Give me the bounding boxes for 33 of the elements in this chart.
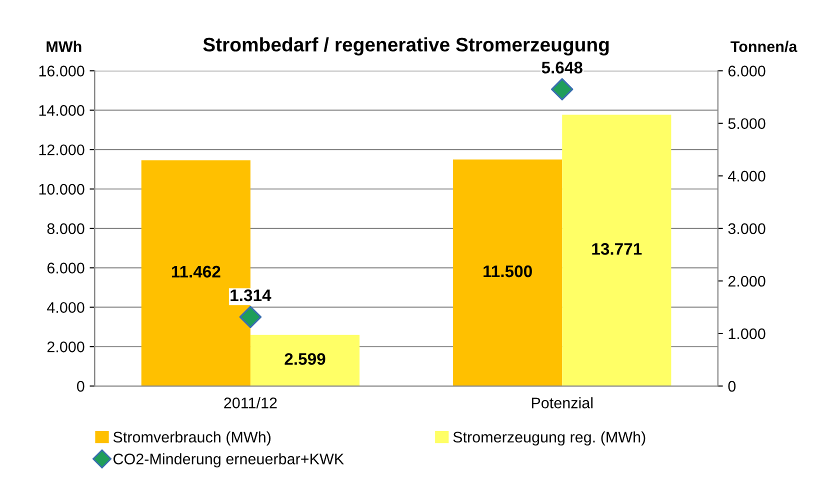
- y2-tick-label: 3.000: [728, 223, 766, 234]
- y-tick-label: 6.000: [47, 262, 84, 274]
- bar: [562, 114, 672, 386]
- data-label: 11.462: [172, 266, 220, 278]
- data-label: 13.771: [592, 243, 642, 255]
- y2-tick-label: 2.000: [728, 276, 766, 287]
- y2-tick-label: 5.000: [728, 118, 766, 130]
- y-tick-label: 8.000: [47, 223, 84, 234]
- y-tick-label: 14.000: [39, 105, 84, 116]
- chart-title: Strombedarf / regenerative Stromerzeugung: [203, 37, 609, 56]
- y-axis-title: MWh: [46, 40, 82, 52]
- y2-tick-label: 4.000: [728, 170, 766, 182]
- legend-label: Stromverbrauch (MWh): [113, 431, 271, 446]
- data-label: 1.314: [230, 289, 272, 302]
- y-tick-label: 16.000: [39, 66, 84, 76]
- y2-tick-label: 0: [728, 380, 736, 392]
- y2-tick-label: 6.000: [728, 66, 766, 76]
- data-label: 5.648: [542, 62, 582, 74]
- y-tick-label: 10.000: [39, 184, 84, 195]
- legend-label: Stromerzeugung reg. (MWh): [453, 431, 646, 446]
- y2-axis-title: Tonnen/a: [730, 40, 798, 52]
- y-tick-label: 12.000: [39, 144, 84, 156]
- y-tick-label: 4.000: [47, 302, 84, 313]
- y2-tick-label: 1.000: [728, 328, 766, 340]
- y-tick-label: 0: [77, 380, 84, 392]
- data-label: 11.500: [484, 265, 532, 278]
- x-tick-label: 2011/12: [224, 397, 277, 408]
- data-label: 2.599: [284, 353, 326, 365]
- y-tick-label: 2.000: [47, 342, 84, 352]
- bar: [250, 334, 360, 386]
- bar: [453, 159, 562, 386]
- legend-label: CO2-Minderung erneuerbar+KWK: [113, 453, 344, 468]
- x-tick-label: Potenzial: [532, 397, 593, 408]
